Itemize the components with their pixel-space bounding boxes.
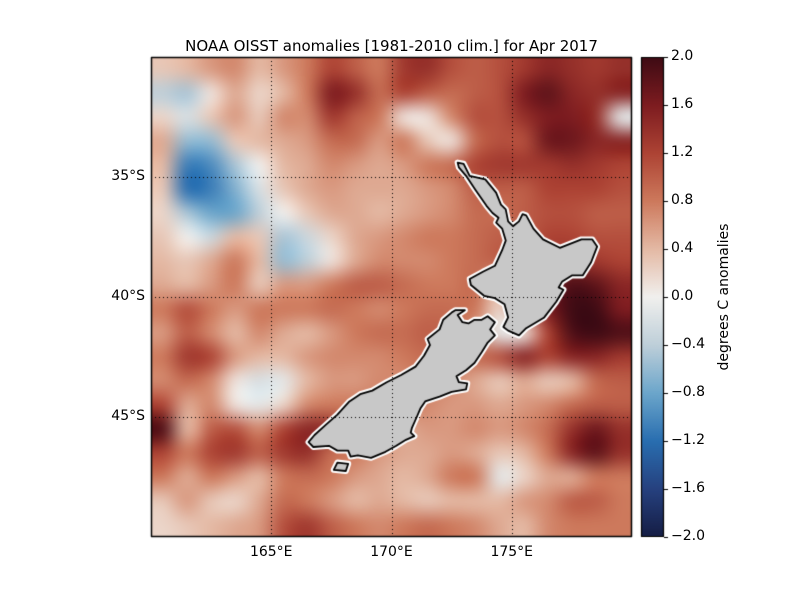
colorbar-tick-label: 0.4 [671, 240, 694, 256]
colorbar-axis-label: degrees C anomalies [716, 223, 732, 371]
chart-title: NOAA OISST anomalies [1981-2010 clim.] f… [185, 37, 598, 55]
colorbar-tick-label: −1.2 [671, 432, 705, 448]
y-axis-tick-label: 35°S [111, 168, 145, 184]
colorbar-tick-label: −2.0 [671, 528, 705, 544]
y-axis-tick-label: 40°S [111, 288, 145, 304]
x-axis-tick-label: 175°E [490, 544, 534, 560]
colorbar-tick-label: −1.6 [671, 480, 705, 496]
x-axis-tick-label: 170°E [370, 544, 413, 560]
colorbar-tick-label: 1.6 [671, 96, 694, 112]
colorbar-tick-label: 0.8 [671, 192, 694, 208]
x-axis-tick-label: 165°E [249, 544, 293, 560]
colorbar-tick-label: −0.8 [671, 384, 705, 400]
colorbar-tick-label: −0.4 [671, 336, 705, 352]
y-axis-tick-label: 45°S [111, 408, 145, 424]
colorbar-tick-label: 1.2 [671, 144, 694, 160]
colorbar-tick-label: 2.0 [671, 48, 694, 64]
colorbar-tick-label: 0.0 [671, 288, 694, 304]
